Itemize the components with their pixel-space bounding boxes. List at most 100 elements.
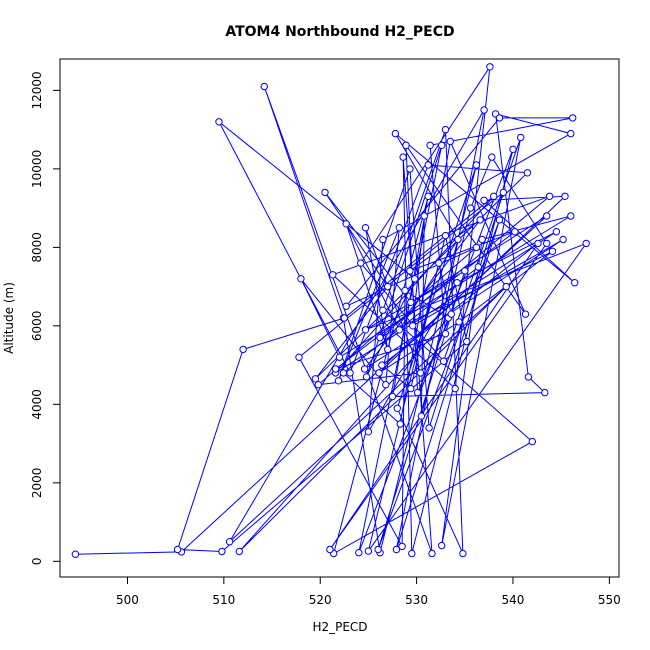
data-point [543, 212, 551, 220]
data-point [582, 239, 590, 248]
data-point [379, 235, 387, 244]
data-point [395, 326, 403, 334]
y-tick-label: 6000 [30, 311, 44, 342]
series-line [75, 66, 588, 555]
data-point [379, 306, 387, 314]
data-point [342, 302, 350, 310]
data-point [474, 263, 482, 271]
data-point [406, 267, 414, 275]
data-point [340, 314, 348, 322]
y-tick-label: 0 [30, 557, 44, 565]
data-point [297, 275, 305, 283]
y-tick-label: 10000 [30, 150, 44, 188]
data-point [571, 279, 579, 287]
data-point [295, 353, 303, 361]
data-point [413, 388, 422, 397]
data-point [567, 212, 575, 220]
data-point [543, 239, 551, 248]
data-point [395, 224, 403, 232]
chart-title: ATOM4 Northbound H2_PECD [225, 24, 454, 40]
data-point [567, 129, 575, 138]
data-point [409, 322, 417, 330]
data-point [478, 235, 486, 244]
data-point [314, 381, 322, 389]
data-point [528, 437, 536, 446]
data-point [426, 141, 434, 150]
data-point [384, 282, 392, 291]
data-point [552, 228, 561, 236]
data-point [407, 298, 415, 306]
data-point [486, 63, 494, 71]
data-point [374, 545, 382, 554]
data-point [495, 114, 504, 122]
data-point [384, 345, 392, 354]
data-point [408, 549, 416, 558]
data-point [561, 192, 569, 201]
data-point [472, 161, 481, 169]
data-point [376, 333, 384, 342]
data-point [393, 404, 401, 412]
x-tick-label: 510 [212, 593, 235, 607]
data-point [472, 243, 481, 252]
data-point [463, 337, 471, 346]
data-point [260, 82, 268, 91]
data-point [441, 330, 450, 338]
x-axis: 500 510 520 530 540 550 [116, 576, 621, 607]
x-tick-label: 530 [405, 593, 428, 607]
x-tick-label: 500 [116, 593, 139, 607]
data-point [406, 165, 414, 173]
data-point [499, 188, 507, 197]
data-point [455, 318, 463, 326]
data-point [420, 212, 428, 220]
data-point [417, 412, 426, 420]
data-point [453, 279, 461, 287]
data-point [331, 365, 340, 373]
data-point [451, 384, 459, 393]
data-point [398, 542, 406, 551]
data-point [339, 369, 348, 377]
y-tick-label: 2000 [30, 468, 44, 499]
data-point [454, 235, 462, 244]
data-point [466, 204, 475, 212]
y-tick-label: 12000 [30, 71, 44, 109]
data-point [402, 141, 410, 150]
data-point [321, 188, 329, 197]
data-point [509, 145, 517, 154]
data-point [357, 259, 365, 267]
data-point [375, 369, 383, 377]
y-axis: 0 2000 4000 6000 8000 10000 12000 [30, 71, 61, 565]
data-point [329, 271, 337, 279]
data-point [335, 353, 344, 361]
data-point [424, 192, 432, 201]
data-point [218, 547, 226, 556]
data-point [446, 137, 454, 146]
data-point [548, 247, 557, 256]
data-point [428, 549, 436, 558]
data-point [346, 369, 354, 377]
data-point [391, 129, 400, 138]
data-point [447, 310, 455, 318]
data-point [392, 545, 401, 554]
data-series [71, 63, 590, 558]
data-point [517, 133, 525, 142]
y-tick-label: 4000 [30, 389, 44, 420]
data-point [495, 216, 504, 224]
data-point [439, 357, 448, 365]
x-axis-label: H2_PECD [312, 620, 367, 634]
data-point [569, 114, 577, 122]
data-point [490, 192, 498, 201]
x-tick-label: 550 [598, 593, 621, 607]
data-point [311, 375, 320, 383]
x-tick-label: 540 [502, 593, 525, 607]
data-point [401, 286, 409, 295]
data-point [524, 373, 533, 381]
data-point [239, 345, 247, 354]
data-point [438, 141, 446, 150]
data-point [416, 369, 425, 377]
data-point [411, 275, 419, 283]
data-point [399, 153, 407, 161]
data-point [523, 169, 532, 177]
data-point [476, 216, 484, 224]
data-point [545, 192, 554, 201]
data-point [382, 381, 390, 389]
